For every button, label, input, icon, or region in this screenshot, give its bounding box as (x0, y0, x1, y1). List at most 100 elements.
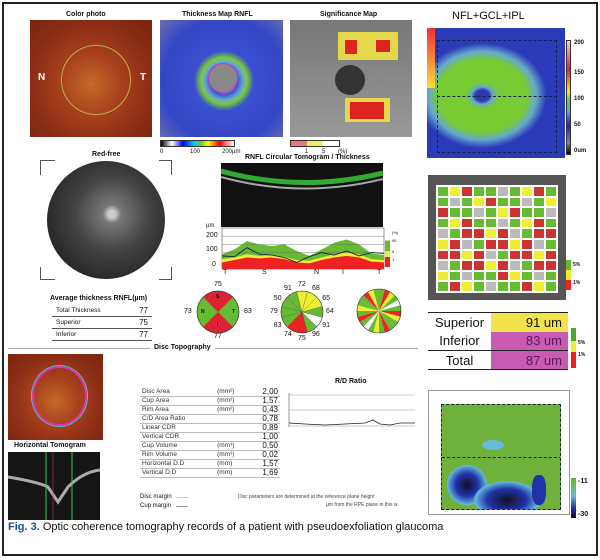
scan-circle (61, 45, 131, 115)
grid-cell (521, 281, 533, 292)
clock-value: 74 (284, 331, 292, 339)
cell-unit: (mm³) (215, 441, 249, 451)
cell-unit (215, 432, 249, 442)
grid-cell (485, 196, 497, 208)
grid-cell (509, 260, 521, 271)
grid-cell (461, 238, 473, 250)
grid-cell (449, 281, 461, 292)
cell-unit: (mm²) (215, 396, 249, 406)
disc-photo (8, 354, 103, 440)
grid-cell (485, 249, 497, 261)
red-free-image (47, 161, 165, 279)
grid-cell (533, 260, 545, 271)
chart-legend-bar (385, 232, 390, 267)
sector (379, 289, 385, 311)
clock-value: 65 (322, 294, 331, 302)
clock-value: 72 (298, 281, 306, 288)
grid-cell (461, 270, 473, 282)
x-tick: T (223, 269, 228, 276)
grid-cell (485, 186, 497, 197)
note-text: µm from the RPE plane in this w (326, 502, 398, 508)
scale-label: 0um (574, 148, 587, 154)
sector (363, 291, 379, 311)
cell-value: 1,00 (248, 432, 280, 442)
grid-cell (497, 217, 509, 229)
grid-cell (437, 270, 449, 282)
grid-cell (545, 207, 557, 218)
grid-cell (533, 238, 545, 250)
grid-cell (485, 260, 497, 271)
nasal-label: N (38, 72, 46, 83)
grid-cell (545, 217, 557, 229)
table-row: Cup Area (mm²) 1,57 (140, 396, 280, 406)
scale-label: 1 (305, 149, 309, 155)
deviation-colorbar (571, 478, 576, 518)
legend-label: 1 (392, 257, 395, 262)
grid-cell (509, 281, 521, 292)
x-tick: N (314, 269, 320, 276)
legend-line (176, 497, 188, 498)
rnfl-thickness-chart (221, 227, 385, 270)
scale-label: 200µm (222, 149, 241, 155)
y-tick: 200 (206, 232, 218, 239)
grid-cell (497, 186, 509, 197)
grid-legend-bar (566, 250, 571, 290)
sector-pie (356, 288, 402, 334)
cell-label: C/D Area Ratio (140, 414, 216, 424)
pie-value-left: 73 (184, 308, 192, 315)
grid-cell (545, 260, 557, 271)
sector (379, 311, 401, 317)
row-label: Total (445, 352, 474, 368)
row-value: 91 um (491, 312, 568, 332)
grid-cell (473, 207, 485, 218)
legend-label: 95 (392, 238, 397, 243)
scale-label: 150 (574, 70, 585, 76)
caption-text: Optic coherence tomography records of a … (39, 521, 444, 533)
grid-cell (509, 238, 521, 250)
sector (373, 289, 379, 311)
grid-cell (485, 207, 497, 218)
grid-cell (497, 249, 509, 261)
grid-cell (473, 270, 485, 282)
optic-disc (208, 63, 238, 93)
row-label: Superior (434, 314, 485, 330)
cell-value: 1,69 (248, 468, 280, 478)
cell-value: 1,57 (248, 396, 280, 406)
legend-line (176, 506, 188, 507)
temporal-label: T (140, 72, 147, 83)
grid-cell (533, 196, 545, 208)
sector (379, 311, 395, 331)
disc-parameters-table: Disc Area (mm²) 2,00 Cup Area (mm²) 1,57 Rim A… (140, 388, 280, 478)
color-photo-title: Color photo (66, 11, 106, 18)
sector (373, 311, 379, 333)
red-free-title: Red-free (92, 151, 121, 158)
grid-cell (497, 228, 509, 239)
grid-cell (473, 196, 485, 208)
grid-cell (509, 217, 521, 229)
row-value: 77 (127, 305, 152, 317)
cell-unit: (mm²) (215, 405, 249, 415)
sector-label: N (201, 309, 205, 315)
ganglion-cell-map (427, 28, 565, 158)
grid-cell (473, 281, 485, 292)
band-2 (222, 255, 384, 269)
grid-cell (533, 207, 545, 218)
scale-label: -11 (578, 478, 588, 485)
grid-cell (437, 260, 449, 271)
grid-cell (533, 217, 545, 229)
sector (368, 289, 379, 311)
grid-cell (521, 238, 533, 250)
nfl-colorbar (566, 40, 571, 155)
table-row: Horizontal D.D (mm) 1,57 (140, 459, 280, 469)
grid-cell (437, 196, 449, 208)
table-row: Rim Volume (mm³) 0,02 (140, 450, 280, 460)
horizontal-tomogram (8, 452, 100, 520)
cell-unit (215, 423, 249, 433)
sector (357, 311, 379, 317)
cell-label: Disc Area (140, 388, 216, 397)
circular-tomogram (221, 163, 383, 227)
row-label: Total Thickness (52, 305, 128, 317)
grid-cell (485, 238, 497, 250)
scale-label: -30 (578, 511, 589, 518)
grid-cell (521, 196, 533, 208)
